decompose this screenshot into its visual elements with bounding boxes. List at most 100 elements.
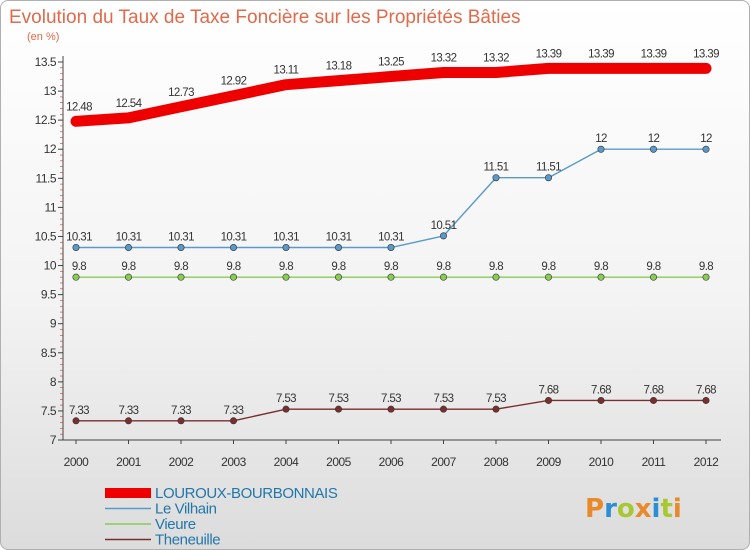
data-point bbox=[72, 273, 80, 281]
x-tick-label: 2008 bbox=[484, 455, 510, 469]
data-point bbox=[125, 417, 133, 425]
data-point bbox=[387, 244, 395, 252]
data-point bbox=[702, 145, 710, 153]
y-tick-label: 8.5 bbox=[41, 346, 57, 360]
y-tick-label: 11.5 bbox=[36, 171, 57, 185]
data-point bbox=[230, 417, 238, 425]
data-point bbox=[282, 244, 290, 252]
data-point bbox=[282, 273, 290, 281]
y-tick-label: 10.5 bbox=[35, 229, 57, 243]
data-label: 12.92 bbox=[221, 76, 247, 88]
logo-letter: t bbox=[660, 494, 672, 524]
data-label: 10.31 bbox=[326, 232, 352, 244]
data-label: 11.51 bbox=[536, 162, 561, 174]
data-point bbox=[334, 244, 342, 252]
data-label: 9.8 bbox=[699, 261, 713, 273]
x-tick-label: 2001 bbox=[116, 455, 142, 469]
data-label: 7.68 bbox=[591, 384, 611, 396]
data-label: 9.8 bbox=[489, 261, 503, 273]
data-label: 7.68 bbox=[644, 384, 664, 396]
data-label: 9.8 bbox=[331, 261, 345, 273]
data-point bbox=[387, 273, 395, 281]
data-point bbox=[597, 273, 605, 281]
data-label: 13.39 bbox=[588, 48, 614, 60]
data-label: 7.53 bbox=[486, 393, 506, 405]
data-point bbox=[177, 273, 185, 281]
y-tick-label: 13.5 bbox=[35, 55, 57, 69]
data-label: 10.31 bbox=[378, 232, 404, 244]
data-label: 12.73 bbox=[168, 87, 194, 99]
proxiti-logo: Proxiti bbox=[585, 494, 682, 524]
data-label: 13.11 bbox=[274, 65, 299, 77]
x-tick-label: 2009 bbox=[536, 455, 562, 469]
data-label: 9.8 bbox=[384, 261, 398, 273]
data-label: 10.31 bbox=[66, 232, 92, 244]
data-label: 7.53 bbox=[381, 393, 401, 405]
data-point bbox=[649, 273, 657, 281]
data-label: 9.8 bbox=[72, 261, 86, 273]
data-label: 13.39 bbox=[693, 48, 719, 60]
data-point bbox=[125, 244, 133, 252]
x-tick-label: 2007 bbox=[431, 455, 457, 469]
data-label: 9.8 bbox=[541, 261, 555, 273]
y-tick-label: 7 bbox=[50, 433, 57, 447]
data-label: 10.31 bbox=[168, 232, 194, 244]
data-label: 13.39 bbox=[536, 48, 562, 60]
series-1: 10.31 10.31 10.31 10.31 10.31 10.31 10.31 10.51… bbox=[66, 133, 713, 252]
data-label: 9.8 bbox=[436, 261, 450, 273]
y-tick-label: 13 bbox=[44, 84, 57, 98]
data-label: 13.32 bbox=[483, 52, 509, 64]
data-label: 7.53 bbox=[329, 393, 349, 405]
data-label: 7.53 bbox=[434, 393, 454, 405]
data-point bbox=[72, 417, 80, 425]
logo-letter: i bbox=[652, 494, 661, 524]
data-label: 13.25 bbox=[378, 57, 404, 69]
data-point bbox=[439, 273, 447, 281]
data-point bbox=[597, 396, 605, 404]
data-label: 9.8 bbox=[279, 261, 293, 273]
data-point bbox=[230, 244, 238, 252]
data-point bbox=[649, 396, 657, 404]
data-point bbox=[492, 174, 500, 182]
data-point bbox=[334, 273, 342, 281]
y-tick-label: 9.5 bbox=[41, 288, 57, 302]
y-tick-label: 10 bbox=[44, 259, 57, 273]
legend-label: LOUROUX-BOURBONNAIS bbox=[155, 485, 338, 502]
data-label: 12 bbox=[700, 133, 712, 145]
data-point bbox=[72, 244, 80, 252]
x-tick-label: 2010 bbox=[589, 455, 615, 469]
data-point bbox=[649, 145, 657, 153]
series-3: 7.33 7.33 7.33 7.33 7.53 7.53 7.53 7.53 7.53 7.68… bbox=[69, 384, 717, 425]
series-0: 12.48 12.54 12.73 12.92 13.11 13.18 13.25 13.32… bbox=[66, 48, 720, 127]
data-point bbox=[544, 396, 552, 404]
series-layer: 7.33 7.33 7.33 7.33 7.53 7.53 7.53 7.53 7.53 7.68… bbox=[66, 48, 720, 425]
data-label: 13.39 bbox=[641, 48, 667, 60]
y-tick-label: 7.5 bbox=[41, 404, 57, 418]
data-point bbox=[177, 244, 185, 252]
legend-label: Le Vilhain bbox=[155, 501, 217, 518]
data-point bbox=[492, 405, 500, 413]
data-point bbox=[282, 405, 290, 413]
data-label: 13.18 bbox=[326, 61, 352, 73]
y-tick-label: 9 bbox=[50, 317, 57, 331]
legend-label: Theneuille bbox=[155, 532, 220, 549]
logo-letter: x bbox=[635, 494, 652, 524]
data-point bbox=[177, 417, 185, 425]
data-label: 7.33 bbox=[69, 405, 89, 417]
data-label: 12.54 bbox=[116, 98, 143, 110]
data-point bbox=[544, 273, 552, 281]
data-label: 9.8 bbox=[594, 261, 608, 273]
data-point bbox=[702, 396, 710, 404]
data-label: 7.33 bbox=[224, 405, 244, 417]
x-tick-label: 2012 bbox=[694, 455, 720, 469]
logo-letter: P bbox=[585, 494, 604, 524]
axes: 7 7.5 8 8.5 9 9.5 10 10.5 11 11.5 12 12.5 13 13.5 2000… bbox=[35, 55, 721, 469]
data-point bbox=[544, 174, 552, 182]
data-label: 9.8 bbox=[121, 261, 135, 273]
data-point bbox=[125, 273, 133, 281]
data-label: 9.8 bbox=[174, 261, 188, 273]
y-tick-label: 11 bbox=[45, 200, 57, 214]
x-tick-label: 2000 bbox=[64, 455, 90, 469]
